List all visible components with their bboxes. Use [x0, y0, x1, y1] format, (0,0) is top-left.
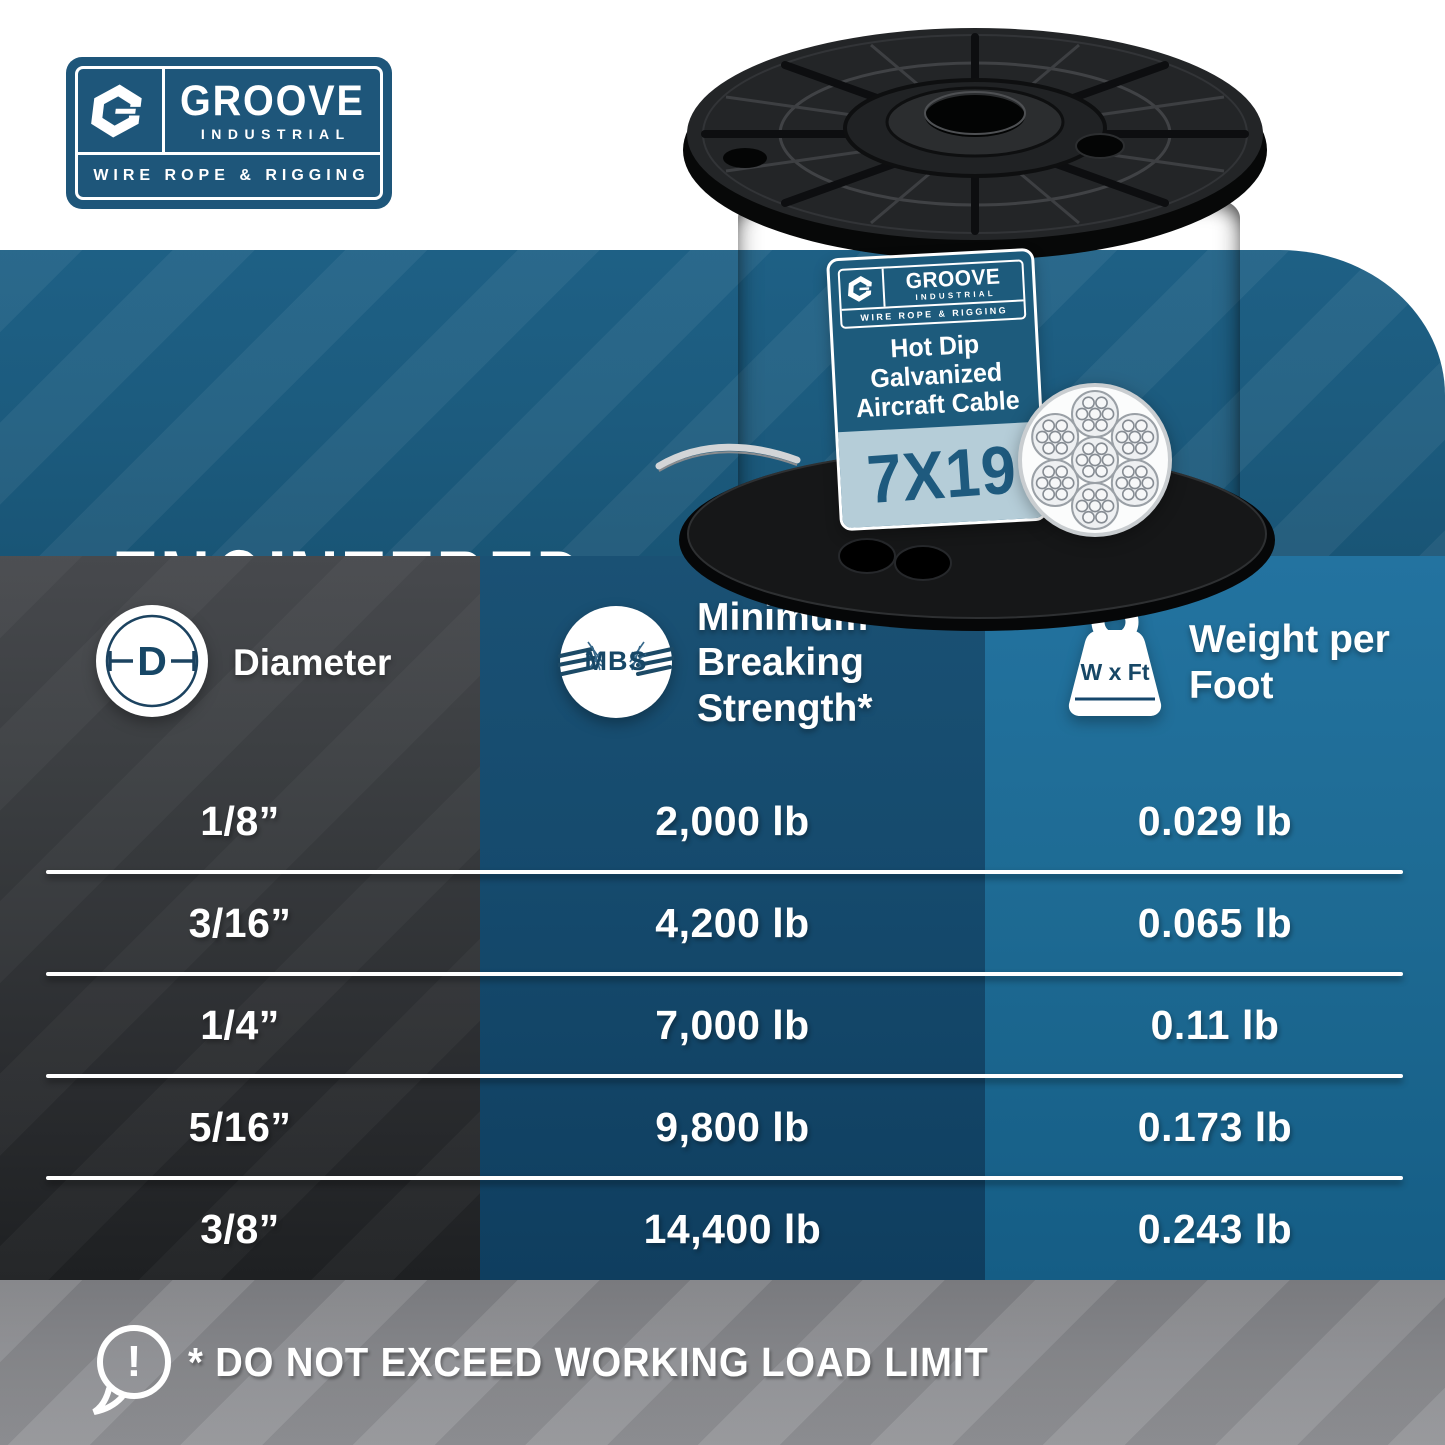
- mbs-header-label: Minimum Breaking Strength*: [697, 595, 873, 730]
- brand-name: GROOVE: [180, 77, 365, 125]
- diameter-value: 3/16”: [188, 899, 292, 946]
- diameter-column-background: [0, 556, 480, 1280]
- weight-value: 0.11 lb: [1150, 1001, 1280, 1048]
- diameter-value: 5/16”: [188, 1103, 292, 1150]
- brand-logo: GROOVE INDUSTRIAL WIRE ROPE & RIGGING: [66, 57, 392, 209]
- table-row: 1/4” 7,000 lb 0.11 lb: [0, 974, 1445, 1078]
- top-band: GROOVE INDUSTRIAL WIRE ROPE & RIGGING: [0, 0, 1445, 250]
- diameter-value: 1/4”: [200, 1001, 280, 1048]
- mbs-header: MBS Minimum Breaking Strength*: [480, 556, 985, 770]
- mbs-value: 14,400 lb: [643, 1205, 822, 1252]
- brand-logo-frame: GROOVE INDUSTRIAL WIRE ROPE & RIGGING: [75, 66, 383, 200]
- brand-tagline: WIRE ROPE & RIGGING: [93, 167, 370, 184]
- spec-table-rows: 1/8” 2,000 lb 0.029 lb 3/16” 4,200 lb 0.…: [0, 770, 1445, 1280]
- table-row: 3/16” 4,200 lb 0.065 lb: [0, 872, 1445, 976]
- table-row: 1/8” 2,000 lb 0.029 lb: [0, 770, 1445, 874]
- footer-band: [0, 1280, 1445, 1445]
- diameter-icon: D: [96, 605, 208, 717]
- warning-text: * DO NOT EXCEED WORKING LOAD LIMIT: [188, 1339, 989, 1385]
- weight-value: 0.029 lb: [1137, 797, 1293, 844]
- table-row: 3/8” 14,400 lb 0.243 lb: [0, 1178, 1445, 1280]
- diameter-value: 1/8”: [200, 797, 280, 844]
- weight-value: 0.243 lb: [1137, 1205, 1293, 1252]
- diameter-icon-letter: D: [137, 638, 167, 684]
- warning-glyph: !: [127, 1337, 142, 1386]
- table-row: 5/16” 9,800 lb 0.173 lb: [0, 1076, 1445, 1180]
- brand-monogram-icon: [78, 69, 165, 152]
- mbs-icon-text: MBS: [585, 646, 648, 676]
- weight-column-background: [985, 556, 1445, 1280]
- weight-icon: W x Ft: [1068, 598, 1162, 716]
- brand-subtitle: INDUSTRIAL: [200, 126, 351, 142]
- hero-band: ENGINEERED FOR STRENGTH: [0, 250, 1445, 772]
- mbs-icon: MBS: [558, 606, 674, 718]
- diameter-header-label: Diameter: [233, 642, 392, 683]
- mbs-value: 9,800 lb: [655, 1103, 810, 1150]
- mbs-value: 4,200 lb: [655, 899, 810, 946]
- weight-value: 0.173 lb: [1137, 1103, 1293, 1150]
- weight-value: 0.065 lb: [1137, 899, 1293, 946]
- weight-icon-text: W x Ft: [1081, 659, 1150, 685]
- weight-header-label: Weight per Foot: [1189, 618, 1390, 707]
- diameter-value: 3/8”: [200, 1205, 280, 1252]
- mbs-value: 7,000 lb: [655, 1001, 810, 1048]
- warning-icon: !: [92, 1325, 171, 1415]
- diameter-header: D Diameter: [0, 556, 480, 770]
- weight-header: W x Ft Weight per Foot: [985, 556, 1445, 770]
- mbs-value: 2,000 lb: [655, 797, 810, 844]
